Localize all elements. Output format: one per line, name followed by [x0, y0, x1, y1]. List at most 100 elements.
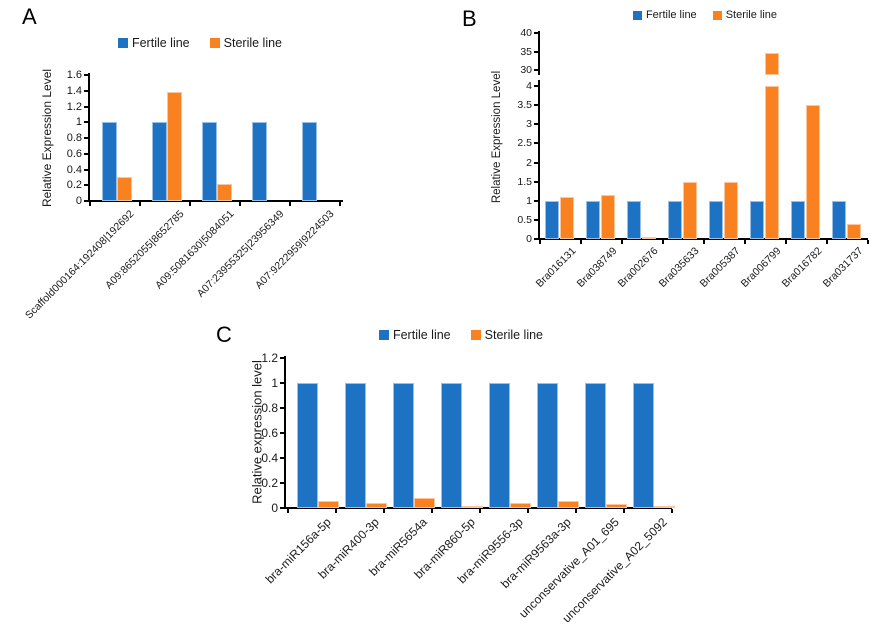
- bar-sterile: [847, 223, 861, 239]
- fertile-swatch-icon: [378, 330, 389, 340]
- x-tick-mark: [539, 240, 541, 244]
- y-tick-label: 1.2: [66, 100, 82, 113]
- y-tick-label: 0.2: [261, 476, 278, 490]
- y-tick-label: 40: [520, 27, 532, 39]
- panel-c-legend: Fertile line Sterile line: [266, 328, 656, 342]
- fertile-swatch-icon: [117, 38, 128, 48]
- y-tick-mark: [84, 168, 88, 171]
- x-axis-line: [538, 238, 868, 240]
- bar-sterile: [606, 504, 627, 508]
- x-tick-mark: [744, 240, 746, 244]
- y-tick-label: 2.5: [517, 137, 532, 150]
- y-tick-mark: [84, 137, 88, 139]
- y-tick-mark: [84, 184, 88, 187]
- panel-b-legend: Fertile line Sterile line: [540, 9, 870, 21]
- y-tick-mark: [534, 104, 538, 107]
- x-tick-mark: [575, 509, 577, 513]
- panel-a-legend: Fertile line Sterile line: [60, 36, 340, 50]
- x-tick-mark: [527, 509, 529, 513]
- y-tick-mark: [280, 507, 284, 509]
- y-tick-label: 3.5: [517, 99, 532, 112]
- y-tick-mark: [280, 357, 284, 359]
- bar-sterile: [462, 505, 483, 508]
- y-tick-label: 0.4: [66, 163, 82, 176]
- legend-label-fertile: Fertile line: [131, 36, 190, 50]
- y-tick-label: 1.2: [261, 351, 278, 365]
- y-tick-label: 0.8: [66, 132, 82, 144]
- y-tick-mark: [534, 180, 538, 183]
- bar-fertile: [152, 122, 167, 201]
- x-category-label: A09:5081630|5084051: [152, 208, 236, 292]
- bar-fertile: [586, 200, 600, 239]
- bar-sterile: [560, 196, 574, 239]
- y-tick-mark: [84, 152, 88, 155]
- y-axis-line: [538, 80, 540, 240]
- y-tick-mark: [84, 74, 88, 76]
- bar-sterile: [117, 176, 132, 201]
- y-tick-label: 1.4: [66, 84, 82, 97]
- legend-item-fertile: Fertile line: [378, 328, 451, 342]
- x-tick-mark: [867, 240, 869, 244]
- legend-item-fertile: Fertile line: [632, 9, 697, 21]
- x-tick-mark: [139, 202, 141, 206]
- legend-item-fertile: Fertile line: [117, 36, 190, 50]
- y-tick-mark: [280, 482, 284, 484]
- x-tick-mark: [335, 509, 337, 513]
- x-tick-mark: [89, 202, 91, 206]
- x-tick-mark: [339, 202, 341, 206]
- y-tick-mark: [84, 121, 88, 124]
- bar-fertile: [537, 383, 558, 508]
- y-tick-mark: [534, 238, 538, 240]
- panel-b-letter: B: [462, 6, 477, 31]
- bar-fertile: [489, 383, 510, 508]
- sterile-swatch-icon: [470, 330, 481, 340]
- bar-fertile: [202, 122, 217, 201]
- y-tick-mark: [534, 123, 538, 126]
- bar-fertile: [297, 383, 318, 508]
- x-tick-mark: [662, 240, 664, 244]
- y-tick-mark: [84, 89, 88, 92]
- y-tick-mark: [280, 432, 284, 434]
- x-tick-mark: [826, 240, 828, 244]
- sterile-swatch-icon: [209, 38, 220, 48]
- bar-sterile: [167, 92, 182, 201]
- bar-sterile: [318, 500, 339, 508]
- y-tick-label: 0.6: [66, 147, 82, 160]
- bar-fertile: [627, 200, 641, 239]
- bar-sterile: [654, 505, 675, 508]
- y-tick-mark: [84, 200, 88, 202]
- y-tick-label: 35: [520, 45, 532, 58]
- x-tick-mark: [580, 240, 582, 244]
- y-tick-mark: [534, 32, 538, 34]
- bar-sterile: [806, 105, 820, 239]
- x-tick-mark: [703, 240, 705, 244]
- bar-fertile: [345, 383, 366, 508]
- x-axis-line: [284, 507, 672, 509]
- bar-sterile: [642, 237, 656, 240]
- y-tick-mark: [534, 85, 538, 87]
- y-tick-label: 0: [271, 501, 278, 515]
- y-tick-label: 0.2: [66, 179, 82, 192]
- bar-sterile: [601, 195, 615, 239]
- bar-fertile: [393, 383, 414, 508]
- x-tick-mark: [621, 240, 623, 244]
- bar-sterile: [558, 500, 579, 508]
- x-tick-mark: [239, 202, 241, 206]
- bar-fertile: [709, 200, 723, 239]
- y-tick-label: 0: [526, 233, 532, 245]
- x-tick-mark: [785, 240, 787, 244]
- y-tick-label: 0: [75, 195, 82, 207]
- x-tick-mark: [431, 509, 433, 513]
- y-tick-mark: [534, 218, 538, 221]
- bar-sterile: [366, 503, 387, 508]
- bar-fertile: [585, 383, 606, 508]
- y-tick-label: 1.6: [66, 69, 82, 81]
- y-tick-label: 3: [526, 118, 532, 131]
- y-tick-label: 0.6: [261, 426, 278, 440]
- legend-label-fertile: Fertile line: [392, 328, 451, 342]
- y-tick-mark: [280, 382, 284, 384]
- x-tick-mark: [189, 202, 191, 206]
- y-tick-label: 4: [526, 80, 532, 92]
- legend-label-sterile: Sterile line: [484, 328, 544, 342]
- x-tick-mark: [289, 202, 291, 206]
